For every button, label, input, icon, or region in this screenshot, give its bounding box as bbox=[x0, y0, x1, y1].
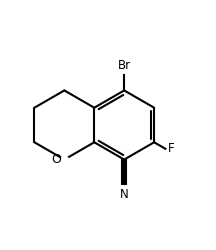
Text: N: N bbox=[120, 188, 129, 201]
Text: F: F bbox=[168, 142, 175, 155]
Text: O: O bbox=[51, 153, 61, 166]
Text: Br: Br bbox=[118, 59, 131, 72]
